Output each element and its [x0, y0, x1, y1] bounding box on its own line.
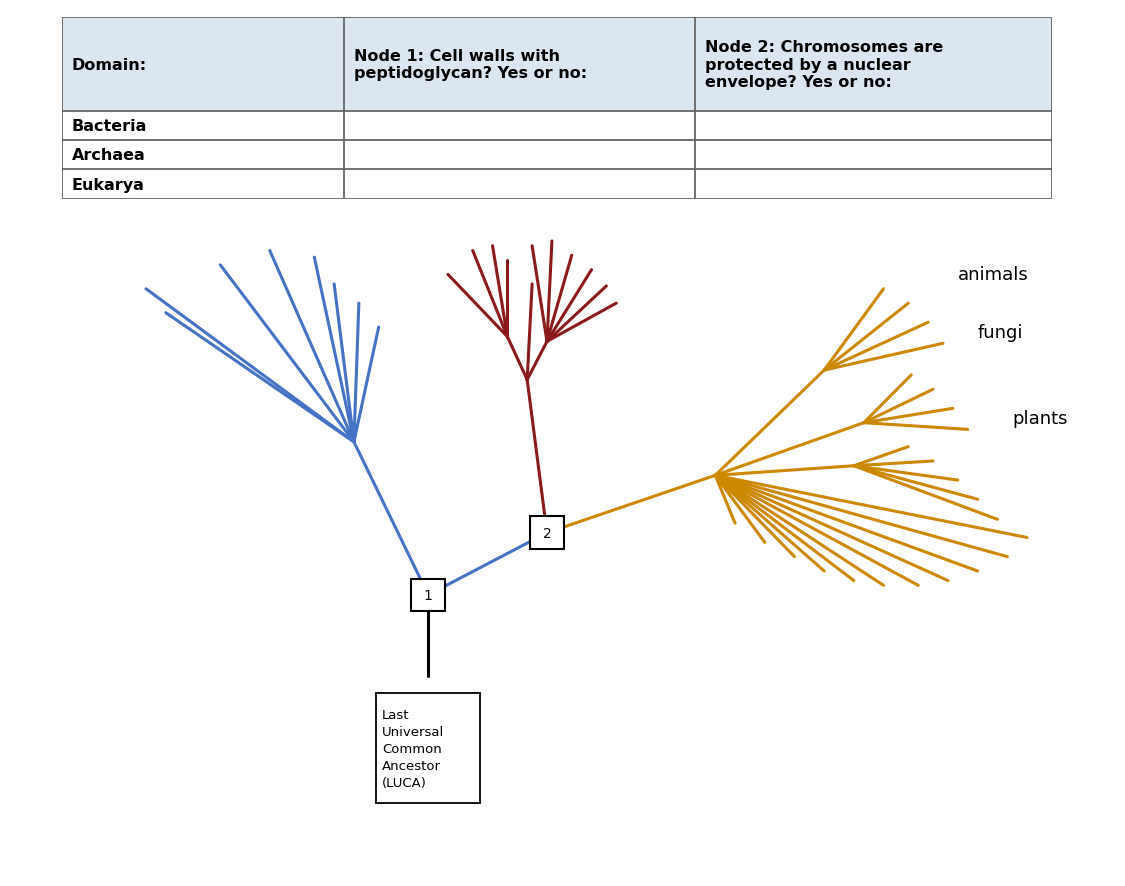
Text: 1: 1	[424, 588, 433, 602]
Bar	[376, 694, 480, 804]
Text: Eukarya: Eukarya	[72, 177, 145, 192]
Text: Domain:: Domain:	[72, 58, 147, 73]
Text: Bacteria: Bacteria	[72, 120, 147, 134]
Text: Node 1: Cell walls with
peptidoglycan? Yes or no:: Node 1: Cell walls with peptidoglycan? Y…	[354, 49, 587, 82]
FancyBboxPatch shape	[530, 517, 564, 549]
FancyBboxPatch shape	[412, 579, 446, 611]
Text: Node 2: Chromosomes are
protected by a nuclear
envelope? Yes or no:: Node 2: Chromosomes are protected by a n…	[705, 40, 944, 89]
Bar	[62, 18, 1052, 113]
Text: animals: animals	[957, 266, 1028, 284]
Text: Last
Universal
Common
Ancestor
(LUCA): Last Universal Common Ancestor (LUCA)	[382, 708, 444, 789]
Text: plants: plants	[1012, 409, 1068, 427]
Text: fungi: fungi	[978, 323, 1023, 341]
Text: 2: 2	[542, 526, 551, 540]
Text: Archaea: Archaea	[72, 148, 145, 163]
